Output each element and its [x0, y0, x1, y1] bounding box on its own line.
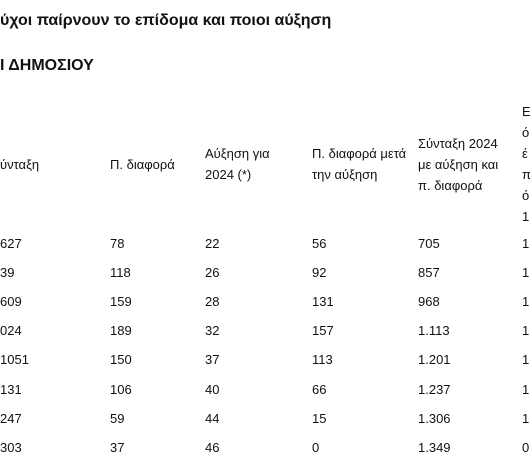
table-cell: 26: [205, 265, 220, 281]
subtitle: Ι ΔΗΜΟΣΙΟΥ: [0, 57, 94, 74]
table-cell: 857: [418, 265, 440, 281]
table-cell: 705: [418, 236, 440, 251]
table-cell: 44: [205, 410, 220, 426]
table-cell: 1: [522, 294, 530, 310]
table-cell: 92: [312, 265, 327, 281]
table-cell: 131: [312, 294, 334, 310]
table-cell: 40: [205, 381, 220, 397]
table-cell: 78: [110, 236, 125, 251]
table-cell: 247: [0, 410, 22, 426]
table-cell: 1: [522, 352, 530, 368]
table-cell: 189: [110, 323, 132, 339]
table-cell: 1.201: [418, 352, 451, 368]
table-cell: 968: [418, 294, 440, 310]
table-cell: 159: [110, 294, 132, 310]
table-cell: 46: [205, 439, 220, 455]
column-header: Σύνταξη 2024 με αύξηση και π. διαφορά: [418, 135, 499, 193]
column-header: ύνταξη: [0, 156, 40, 172]
table-cell: 303: [0, 439, 22, 455]
table-cell: 150: [110, 352, 132, 368]
table-cell: 609: [0, 294, 22, 310]
table-cell: 118: [110, 265, 131, 281]
table-cell: 627: [0, 236, 22, 251]
table-cell: 1: [522, 265, 530, 281]
table-cell: 024: [0, 323, 22, 339]
table-cell: 37: [110, 439, 125, 455]
column-header: Ε ό έ π ό 1(: [522, 104, 530, 224]
table-cell: 113: [312, 352, 333, 368]
table-cell: 56: [312, 236, 327, 251]
column-header: Αύξηση για 2024 (*): [205, 146, 270, 182]
table-cell: 39: [0, 265, 15, 281]
table-cell: 66: [312, 381, 327, 397]
table-cell: 1.349: [418, 439, 451, 455]
table-cell: 1: [522, 323, 530, 339]
table-cell: 1: [522, 381, 530, 397]
table-cell: 157: [312, 323, 334, 339]
table-cell: 1: [522, 410, 530, 426]
table-cell: 1.237: [418, 381, 451, 397]
table-cell: 37: [205, 352, 220, 368]
table-cell: 59: [110, 410, 125, 426]
table-cell: 1: [522, 236, 530, 251]
column-header: Π. διαφορά μετά την αύξηση: [312, 146, 407, 182]
table-cell: 1.113: [418, 323, 450, 339]
column-header: Π. διαφορά: [110, 156, 175, 172]
table-cell: 15: [312, 410, 327, 426]
table-cell: 32: [205, 323, 220, 339]
table-cell: 28: [205, 294, 220, 310]
table-cell: 0: [312, 439, 320, 455]
table-cell: 131: [0, 381, 22, 397]
table-cell: 22: [205, 236, 220, 251]
table-cell: 1051: [0, 352, 29, 368]
table-cell: 0: [522, 439, 530, 455]
table-cell: 106: [110, 381, 132, 397]
table-cell: 1.306: [418, 410, 451, 426]
title: ύχοι παίρνουν το επίδομα και ποιοι αύξησ…: [0, 12, 332, 29]
